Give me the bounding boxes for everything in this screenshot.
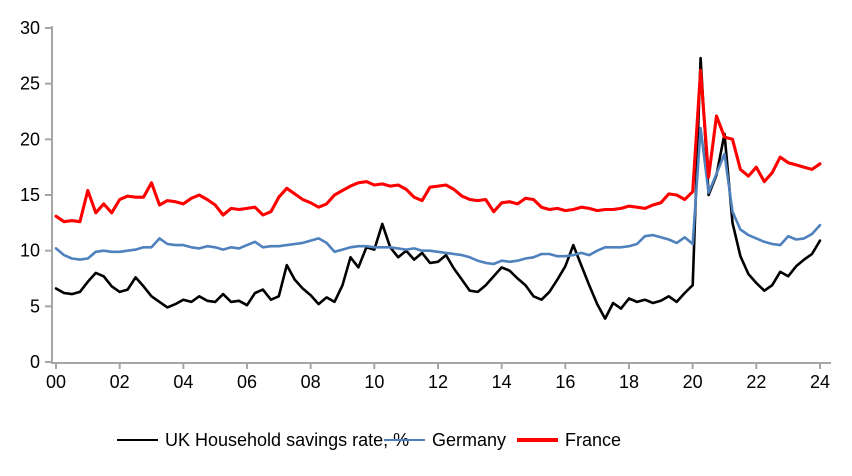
x-tick-label: 24 bbox=[810, 372, 830, 392]
x-tick-label: 00 bbox=[46, 372, 66, 392]
y-tick-label: 15 bbox=[20, 185, 40, 205]
y-tick-label: 20 bbox=[20, 129, 40, 149]
chart-legend: UK Household savings rate, % Germany Fra… bbox=[0, 428, 852, 462]
x-tick-label: 14 bbox=[492, 372, 512, 392]
series-line-2 bbox=[54, 68, 822, 224]
legend-item-uk: UK Household savings rate, % bbox=[117, 428, 409, 452]
chart-tick-labels: 0 5 10 15 20 25 30 00 02 04 06 08 10 12 14 16 18 20 22 24 bbox=[20, 18, 830, 392]
x-tick-label: 18 bbox=[619, 372, 639, 392]
x-tick-label: 22 bbox=[746, 372, 766, 392]
y-tick-label: 25 bbox=[20, 74, 40, 94]
chart-series-lines bbox=[54, 56, 822, 320]
uk-line-swatch bbox=[117, 438, 158, 442]
line-chart-canvas: 0 5 10 15 20 25 30 00 02 04 06 08 10 12 14 16 18 20 22 24 bbox=[20, 18, 831, 392]
x-tick-label: 04 bbox=[173, 372, 193, 392]
germany-line-swatch bbox=[384, 438, 425, 442]
legend-label-germany: Germany bbox=[432, 429, 507, 450]
france-line-swatch bbox=[517, 438, 558, 442]
x-tick-label: 08 bbox=[301, 372, 321, 392]
legend-label-france: France bbox=[565, 429, 622, 450]
legend-item-france: France bbox=[517, 428, 621, 452]
chart-axes bbox=[45, 26, 831, 369]
series-line-0 bbox=[54, 56, 822, 320]
x-tick-label: 10 bbox=[364, 372, 384, 392]
x-tick-label: 12 bbox=[428, 372, 448, 392]
y-tick-label: 0 bbox=[30, 352, 40, 372]
x-tick-label: 20 bbox=[683, 372, 703, 392]
legend-item-germany: Germany bbox=[384, 428, 506, 452]
y-tick-label: 10 bbox=[20, 241, 40, 261]
x-tick-label: 16 bbox=[555, 372, 575, 392]
x-tick-label: 06 bbox=[237, 372, 257, 392]
series-line-1 bbox=[54, 126, 822, 266]
y-tick-label: 5 bbox=[30, 296, 40, 316]
legend-label-uk: UK Household savings rate, % bbox=[165, 429, 410, 450]
y-tick-label: 30 bbox=[20, 18, 40, 38]
x-tick-label: 02 bbox=[110, 372, 130, 392]
